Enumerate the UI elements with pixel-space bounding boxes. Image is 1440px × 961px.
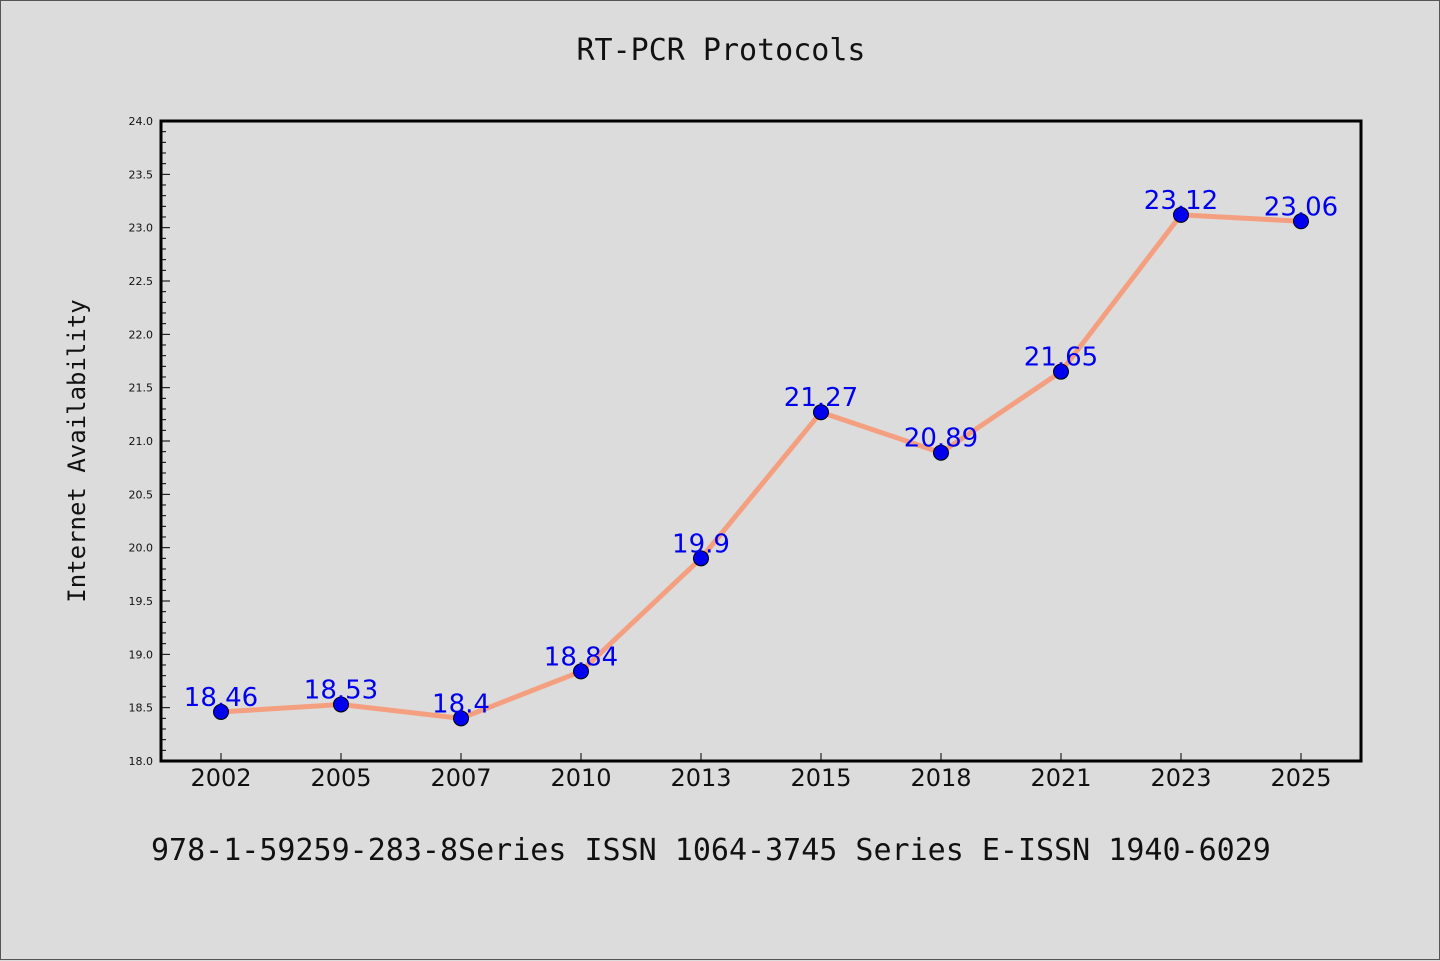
y-tick-label: 20.5 [129, 488, 154, 501]
data-points [213, 206, 1309, 727]
x-tick-label: 2021 [1030, 764, 1091, 792]
y-tick-label: 23.5 [129, 168, 154, 181]
x-tick-label: 2013 [670, 764, 731, 792]
y-axis-ticks: 18.0 18.5 19.0 19.5 20.0 20.5 21.0 21.5 22.0 22.5… [129, 115, 170, 768]
y-axis-label: Internet Availability [63, 299, 91, 602]
data-label: 21.27 [784, 383, 858, 413]
data-point [573, 663, 589, 680]
data-label: 18.46 [184, 683, 258, 713]
x-tick-label: 2018 [910, 764, 971, 792]
x-tick-label: 2025 [1270, 764, 1331, 792]
data-label: 18.84 [544, 642, 618, 672]
y-tick-label: 20.0 [129, 542, 154, 555]
data-label: 23.12 [1144, 186, 1218, 216]
data-point [333, 696, 349, 713]
data-label: 18.53 [304, 675, 378, 705]
x-axis-ticks: 2002 2005 2007 2010 2013 2015 2018 2021 2023 2025 [190, 753, 1332, 792]
data-label: 21.65 [1024, 343, 1098, 373]
data-point [813, 404, 829, 421]
data-label: 18.4 [432, 689, 490, 719]
x-tick-label: 2015 [790, 764, 851, 792]
x-tick-label: 2005 [310, 764, 371, 792]
data-point [1053, 363, 1069, 380]
chart-title: RT-PCR Protocols [576, 33, 866, 68]
data-label: 20.89 [904, 424, 978, 454]
data-labels: 18.46 18.53 18.4 18.84 19.9 21.27 20.89 21.65 23… [184, 186, 1338, 719]
x-tick-label: 2007 [430, 764, 491, 792]
series-line [218, 212, 1304, 721]
y-tick-label: 24.0 [129, 115, 154, 128]
data-label: 19.9 [672, 529, 730, 559]
data-point [933, 444, 949, 461]
y-tick-label: 21.5 [129, 382, 154, 395]
data-point [693, 550, 709, 567]
footer-isbn-text: 978-1-59259-283-8Series ISSN 1064-3745 S… [151, 833, 1271, 868]
data-point [213, 703, 229, 720]
x-tick-label: 2010 [550, 764, 611, 792]
y-tick-label: 18.5 [129, 702, 154, 715]
data-point [453, 710, 469, 727]
y-tick-label: 19.0 [129, 648, 154, 661]
y-tick-label: 18.0 [129, 755, 154, 768]
x-tick-label: 2002 [190, 764, 251, 792]
y-tick-label: 23.0 [129, 222, 154, 235]
y-tick-label: 22.0 [129, 328, 154, 341]
data-point [1173, 206, 1189, 223]
y-tick-label: 19.5 [129, 595, 154, 608]
data-label: 23.06 [1264, 192, 1338, 222]
y-tick-label: 22.5 [129, 275, 154, 288]
data-point [1293, 213, 1309, 230]
x-tick-label: 2023 [1150, 764, 1211, 792]
y-tick-label: 21.0 [129, 435, 154, 448]
